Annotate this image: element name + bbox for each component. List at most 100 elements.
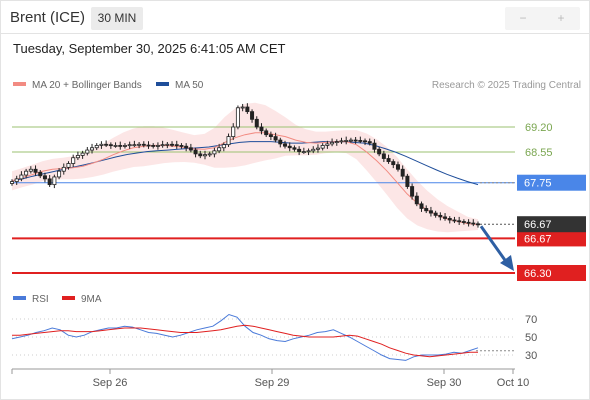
candle-body (259, 126, 264, 132)
candle-body (466, 221, 471, 224)
last-price-box (517, 216, 586, 233)
level-box-65.4 (517, 265, 586, 281)
candle-body (71, 157, 76, 164)
candle-body (264, 130, 269, 136)
candle-body (419, 203, 424, 209)
forecast-arrow (479, 225, 509, 264)
candle-body (52, 176, 57, 186)
candle-body (447, 218, 452, 221)
candle-body (273, 136, 278, 141)
candle-body (66, 163, 71, 168)
candle-body (212, 150, 217, 155)
candle-body (330, 141, 335, 145)
candle-body (381, 153, 386, 159)
candle-body (414, 195, 419, 205)
candle-body (146, 144, 151, 147)
candle-body (188, 147, 193, 151)
candle-body (452, 219, 457, 222)
candle-body (94, 145, 99, 149)
candle-body (301, 151, 306, 153)
candle-body (184, 145, 189, 149)
candle-body (75, 155, 80, 159)
legend-ma20: MA 20 + Bollinger Bands (13, 80, 142, 91)
timestamp: Tuesday, September 30, 2025 6:41:05 AM C… (13, 41, 286, 56)
legend-rsi-label: RSI (32, 294, 49, 305)
level-box-67.75 (517, 174, 586, 191)
candle-body (278, 139, 283, 145)
level-label-65.4: 66.30 (524, 268, 552, 280)
legend-ma50: MA 50 (156, 80, 203, 91)
candle-body (174, 144, 179, 147)
candle-body (358, 140, 363, 142)
candle-body (85, 149, 90, 154)
candle-body (254, 118, 259, 128)
instrument-title: Brent (ICE) (10, 9, 86, 26)
rsi-ma-line (12, 324, 478, 358)
candle-body (9, 181, 14, 184)
candle-body (193, 149, 198, 155)
candle-body (170, 143, 175, 146)
zoom-in-button[interactable]: + (557, 11, 565, 25)
candle-body (306, 150, 311, 153)
candle-body (141, 143, 146, 146)
candle-body (137, 143, 142, 146)
legend-rsi: RSI (13, 294, 49, 305)
candle-body (155, 145, 160, 147)
header-divider (0, 33, 590, 34)
candle-body (334, 141, 339, 144)
ma50-line (11, 141, 479, 186)
legend-ma50-label: MA 50 (175, 80, 204, 91)
candle-body (377, 148, 382, 155)
candle-body (268, 134, 273, 138)
candle-body (428, 210, 433, 214)
candle-body (90, 147, 95, 151)
candle-body (386, 158, 391, 162)
candle-body (240, 106, 245, 109)
candle-body (461, 221, 466, 223)
rsi-swatch (13, 296, 26, 301)
ma50-swatch (156, 82, 169, 87)
candle-body (311, 148, 316, 152)
candle-body (108, 144, 113, 147)
candle-body (287, 145, 292, 149)
candle-body (245, 106, 250, 113)
candle-body (202, 154, 207, 157)
level-label-66.3: 66.67 (524, 233, 552, 245)
candle-body (344, 140, 349, 142)
candle-body (47, 178, 52, 186)
candle-body (405, 175, 410, 187)
zoom-out-button[interactable]: − (519, 11, 527, 25)
candle-body (391, 161, 396, 166)
candle-body (231, 126, 236, 138)
candle-body (104, 143, 109, 146)
candle-body (28, 168, 33, 172)
level-label-68.55: 68.55 (525, 147, 553, 159)
timeframe-button[interactable]: 30 MIN (91, 7, 143, 30)
candle-body (207, 153, 212, 156)
candle-body (433, 212, 438, 216)
candle-body (38, 171, 43, 177)
candle-body (61, 166, 66, 172)
candle-body (24, 170, 29, 176)
candle-body (353, 139, 358, 142)
candle-body (122, 145, 127, 147)
x-tick-label: Oct 10 (497, 377, 529, 389)
candle-body (113, 145, 118, 147)
x-tick-label: Sep 30 (427, 377, 462, 389)
ma20-swatch (13, 82, 26, 87)
candle-body (151, 145, 156, 147)
candle-body (400, 168, 405, 177)
last-price-label: 66.67 (524, 219, 552, 231)
candle-body (19, 174, 24, 180)
candle-body (127, 144, 132, 147)
x-tick-label: Sep 26 (93, 377, 128, 389)
candle-body (118, 145, 123, 147)
candle-body (165, 143, 170, 146)
candle-body (226, 136, 231, 146)
candle-body (221, 144, 226, 149)
chart-controls: − + (505, 7, 580, 30)
level-label-67.75: 67.75 (524, 178, 552, 190)
candle-body (325, 143, 330, 146)
ma20-line (11, 132, 479, 226)
